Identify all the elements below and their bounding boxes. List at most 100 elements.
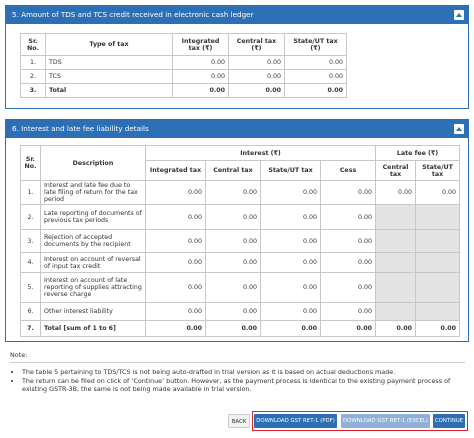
cell: 0.00 xyxy=(319,229,377,253)
cell: 1. xyxy=(20,180,41,205)
cell: Interest on account of late reporting of… xyxy=(40,272,146,303)
disabled-cell xyxy=(375,272,417,303)
column-header: Integrated tax xyxy=(145,160,206,181)
cell: Interest and late fee due to late filing… xyxy=(40,180,146,205)
cell: 4. xyxy=(20,252,41,273)
cell: 0.00 xyxy=(205,252,261,273)
note: Note: The table 5 pertaining to TDS/TCS … xyxy=(10,351,465,394)
column-header: Sr. No. xyxy=(20,33,46,56)
cell: 0.00 xyxy=(284,83,347,98)
column-header: State/UT tax (₹) xyxy=(284,33,347,56)
disabled-cell xyxy=(415,229,461,253)
section-title: 5. Amount of TDS and TCS credit received… xyxy=(12,10,254,19)
table-row: 6. Other interest liability 0.00 0.00 0.00 0.… xyxy=(20,302,461,321)
cell: 2. xyxy=(20,204,41,230)
table-row: 1. TDS 0.00 0.00 0.00 xyxy=(20,55,347,70)
cell: 0.00 xyxy=(145,272,206,303)
cell: 0.00 xyxy=(319,272,377,303)
cell: 0.00 xyxy=(172,69,229,84)
tds-tcs-table: Sr. No. Type of tax Integrated tax (₹) Cent… xyxy=(20,33,347,98)
button[interactable]: DOWNLOAD GST RET-1 (PDF) xyxy=(254,414,337,428)
cell: 0.00 xyxy=(415,180,461,205)
cell: 0.00 xyxy=(205,229,261,253)
column-header: Description xyxy=(40,145,146,181)
disabled-cell xyxy=(415,302,461,321)
section-header: 6. Interest and late fee liability detai… xyxy=(6,120,468,138)
cell: 0.00 xyxy=(319,180,377,205)
cell: 0.00 xyxy=(260,272,321,303)
column-header: State/UT tax xyxy=(260,160,321,181)
cell: 7. xyxy=(20,320,41,337)
cell: 0.00 xyxy=(205,272,261,303)
cell: 0.00 xyxy=(260,252,321,273)
cell: 0.00 xyxy=(260,204,321,230)
collapse-toggle[interactable] xyxy=(454,124,464,134)
cell: Total xyxy=(45,83,173,98)
cell: 0.00 xyxy=(375,320,417,337)
column-header: Integrated tax (₹) xyxy=(172,33,229,56)
cell: 2. xyxy=(20,69,46,84)
cell: 0.00 xyxy=(145,320,206,337)
cell: 0.00 xyxy=(228,55,285,70)
note-item: The return can be filed on click of ‘Con… xyxy=(22,377,465,393)
cell: TDS xyxy=(45,55,173,70)
collapse-toggle[interactable] xyxy=(454,10,464,20)
section-header: 5. Amount of TDS and TCS credit received… xyxy=(6,6,468,24)
column-header: Type of tax xyxy=(45,33,173,56)
table-row: 3. Total 0.00 0.00 0.00 xyxy=(20,83,347,98)
button[interactable]: CONTINUE xyxy=(433,414,465,428)
column-header: Sr. No. xyxy=(20,145,41,181)
cell: 0.00 xyxy=(205,180,261,205)
cell: Rejection of accepted documents by the r… xyxy=(40,229,146,253)
table-row: 5. Interest on account of late reporting … xyxy=(20,272,461,303)
cell: 0.00 xyxy=(260,302,321,321)
button[interactable]: DOWNLOAD GST RET-1 (EXCEL) xyxy=(341,414,430,428)
table-row: 4. Interest on account of reversal of inp… xyxy=(20,252,461,273)
cell: 3. xyxy=(20,229,41,253)
disabled-cell xyxy=(375,252,417,273)
header-row: Integrated tax Central tax State/UT tax Ces… xyxy=(21,160,461,181)
cell: 0.00 xyxy=(205,320,261,337)
cell: 0.00 xyxy=(260,180,321,205)
table-row: 2. TCS 0.00 0.00 0.00 xyxy=(20,69,347,84)
cell: 5. xyxy=(20,272,41,303)
cell: 0.00 xyxy=(228,69,285,84)
cell: Other interest liability xyxy=(40,302,146,321)
disabled-cell xyxy=(415,204,461,230)
cell: 0.00 xyxy=(375,180,417,205)
cell: 0.00 xyxy=(284,69,347,84)
button[interactable]: BACK xyxy=(228,414,250,428)
table-row: 1. Interest and late fee due to late fili… xyxy=(20,180,461,205)
header-row: Sr. No. Description Interest (₹) Late fee (… xyxy=(20,145,461,181)
column-header: Cess xyxy=(319,160,377,181)
cell: 0.00 xyxy=(172,55,229,70)
interest-late-fee-table: Sr. No. Description Interest (₹) Late fee (… xyxy=(20,145,461,337)
cell: 0.00 xyxy=(145,204,206,230)
cell: 0.00 xyxy=(145,252,206,273)
cell: 0.00 xyxy=(260,229,321,253)
cell: 0.00 xyxy=(284,55,347,70)
cell: Late reporting of documents of previous … xyxy=(40,204,146,230)
column-header: Interest (₹) xyxy=(144,145,377,161)
cell: 0.00 xyxy=(319,252,377,273)
header-row: Sr. No. Type of tax Integrated tax (₹) Cent… xyxy=(20,33,347,56)
cell: 0.00 xyxy=(145,302,206,321)
note-list: The table 5 pertaining to TDS/TCS is not… xyxy=(10,368,465,393)
note-item: The table 5 pertaining to TDS/TCS is not… xyxy=(22,368,465,376)
section-title: 6. Interest and late fee liability detai… xyxy=(12,124,149,133)
disabled-cell xyxy=(375,302,417,321)
table-row: 2. Late reporting of documents of previou… xyxy=(20,204,461,230)
column-header: Central tax xyxy=(205,160,261,181)
cell: 0.00 xyxy=(145,180,206,205)
column-header: Central tax (₹) xyxy=(228,33,285,56)
table-row: 3. Rejection of accepted documents by the… xyxy=(20,229,461,253)
cell: 0.00 xyxy=(319,320,377,337)
cell: TCS xyxy=(45,69,173,84)
column-header: Central tax xyxy=(375,160,417,181)
column-header: Late fee (₹) xyxy=(375,145,461,161)
cell: 1. xyxy=(20,55,46,70)
cell: 0.00 xyxy=(172,83,229,98)
cell: 6. xyxy=(20,302,41,321)
divider xyxy=(10,362,465,363)
